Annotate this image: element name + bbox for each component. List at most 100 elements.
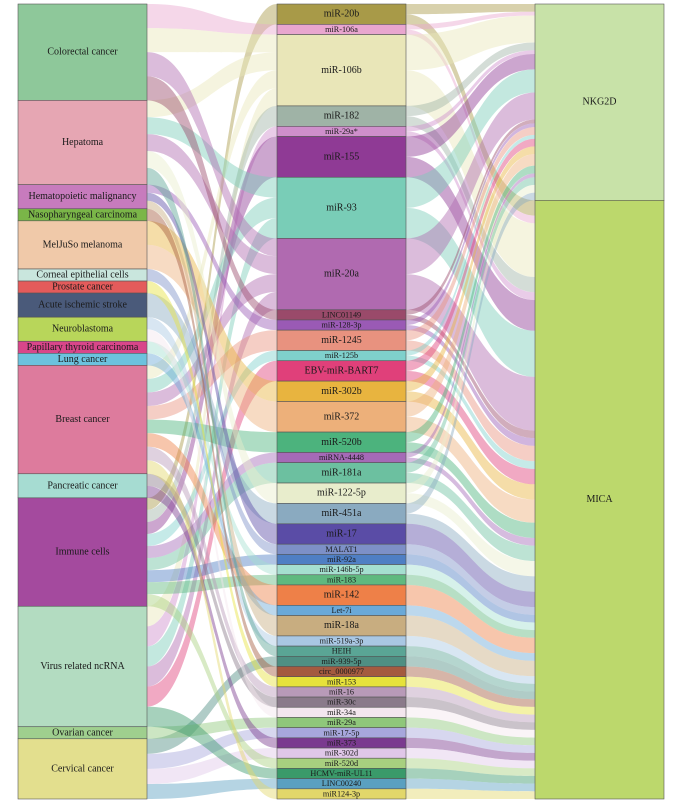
link-mir-92a-to-mica [406,554,535,623]
link-immune-cells-to-mir-20b [147,4,277,510]
rna-to-ligand-links [406,4,535,799]
link-immune-cells-to-mirna-4448 [147,452,277,559]
link-breast-cancer-to-mir-20a [147,274,277,407]
link-mir-520b-to-nkg2d [406,165,535,443]
disease-nodes: Colorectal cancer Hepatoma Hematopoietic m… [17,3,148,800]
link-mir-29a-to-nkg2d [406,50,535,132]
link-virus-related-ncrna-to-ebv-mir-bart7 [147,360,277,707]
link-cervical-cancer-to-linc00240 [147,778,277,799]
link-mir-302b-to-mica [406,391,535,500]
rna-label-mir-183: miR-183 [327,575,356,584]
link-mir-128-3p-to-mica [406,325,535,446]
link-mir-17-to-mica [406,523,535,608]
rna-label-heih: HEIH [332,647,352,656]
link-mir-182-to-mica [406,116,535,293]
link-ebv-mir-bart7-to-mica [406,370,535,485]
disease-node-breast-cancer [17,365,148,475]
disease-to-rna-links [147,4,277,799]
rna-label-mir-106b: miR-106b [321,65,362,76]
link-lung-cancer-to-let-7i [147,353,277,616]
link-meljuso-melanoma-to-mir-302b [147,220,277,402]
link-mir-29a-to-mica [406,131,535,301]
link-mir-93-to-mica [406,207,535,377]
rna-label-mir-939-5p: miR-939-5p [321,657,361,666]
link-hematopoietic-malignancy-to-mir-17 [147,192,277,545]
disease-label-cervical-cancer: Cervical cancer [51,763,114,774]
rna-label-mir-519a-3p: miR-519a-3p [320,637,364,646]
link-mir-182-to-nkg2d [406,42,535,117]
link-hematopoietic-malignancy-to-mir-18a [147,200,277,636]
link-mir-520d-to-mica [406,758,535,776]
link-breast-cancer-to-mir-1245 [147,330,277,420]
disease-label-hepatoma: Hepatoma [62,137,104,148]
rna-label-mir-20b: miR-20b [324,9,360,20]
link-mir-106b-to-nkg2d [406,15,535,71]
link-cervical-cancer-to-mir-939-5p [147,656,277,754]
link-mir-155-to-mica [406,156,535,331]
ligand-label-nkg2d: NKG2D [583,97,617,108]
rna-label-mir-520b: miR-520b [321,437,362,448]
link-malat1-to-mica [406,544,535,615]
disease-node-immune-cells [17,497,148,607]
rna-label-mir-181a: miR-181a [322,467,363,478]
link-mir-106b-to-mica [406,70,535,278]
link-mir-20b-to-mica [406,14,535,216]
rna-label-mir-128-3p: miR-128-3p [321,321,361,330]
link-nasopharyngeal-carcinoma-to-circ-0000977 [147,208,277,677]
link-let-7i-to-mica [406,605,535,661]
link-pancreatic-cancer-to-mir-30c [147,473,277,708]
link-prostate-cancer-to-mir-153 [147,281,277,687]
rna-label-linc01149: LINC01149 [322,310,361,319]
rna-label-mir-16: miR-16 [329,687,354,696]
link-mir-302b-to-nkg2d [406,146,535,392]
link-mir124-3p-to-mica [406,788,535,799]
rna-label-mir-92a: miR-92a [327,555,356,564]
link-mir-181a-to-nkg2d [406,177,535,473]
link-immune-cells-to-mir-183 [147,574,277,595]
link-meljuso-melanoma-to-mir-372 [147,244,277,433]
rna-label-mir-30c: miR-30c [327,698,356,707]
link-pancreatic-cancer-to-mir-373 [147,485,277,749]
rna-label-mir-17-5p: miR-17-5p [324,728,360,737]
link-neuroblastoma-to-mir-34a [147,329,277,718]
link-mir-372-to-nkg2d [406,154,535,417]
ligand-nodes: NKG2D MICA [534,3,665,800]
disease-label-corneal-epithelial-cells: Corneal epithelial cells [36,270,128,281]
link-virus-related-ncrna-to-hcmv-mir-ul11 [147,706,277,779]
link-immune-cells-to-mir-125b [147,350,277,547]
disease-node-hematopoietic-malignancy [17,184,148,210]
rna-label-linc00240: LINC00240 [322,779,362,788]
link-hepatoma-to-mir-106b [147,52,277,118]
link-mir-20a-to-mica [406,274,535,431]
link-mir-128-3p-to-nkg2d [406,123,535,326]
link-linc01149-to-nkg2d [406,119,535,315]
link-heih-to-mica [406,646,535,692]
rna-label-malat1: MALAT1 [325,545,357,554]
rna-label-let-7i: Let-7i [331,606,352,615]
link-colorectal-cancer-to-mir-106b [147,28,277,53]
disease-node-virus-related-ncrna [17,605,148,728]
disease-label-immune-cells: Immune cells [55,547,109,558]
link-mir-20a-to-nkg2d [406,92,535,275]
link-hepatoma-to-mir-20a [147,134,277,275]
link-circ-0000977-to-mica [406,666,535,707]
link-mir-181a-to-mica [406,472,535,562]
link-cervical-cancer-to-mir-302d [147,748,277,784]
link-ebv-mir-bart7-to-nkg2d [406,138,535,371]
link-breast-cancer-to-mir-93 [147,197,277,393]
link-hcmv-mir-ul11-to-mica [406,768,535,784]
link-mir-17-5p-to-mica [406,727,535,753]
link-linc00240-to-mica [406,778,535,792]
rna-label-mir-122-5p: miR-122-5p [317,488,366,499]
disease-label-lung-cancer: Lung cancer [58,354,108,365]
disease-node-meljuso-melanoma [17,220,148,270]
rna-node-mir124-3p [276,788,407,800]
rna-label-circ-0000977: circ_0000977 [319,667,364,676]
link-papillary-thyroid-carcinoma-to-mir-146b-5p [147,341,277,575]
link-mir-1245-to-nkg2d [406,127,535,341]
disease-node-acute-ischemic-stroke [17,292,148,318]
link-immune-cells-to-mir-181a [147,462,277,571]
link-mir-183-to-mica [406,574,535,638]
rna-label-mir-372: miR-372 [324,411,360,422]
link-mir-125b-to-mica [406,355,535,469]
